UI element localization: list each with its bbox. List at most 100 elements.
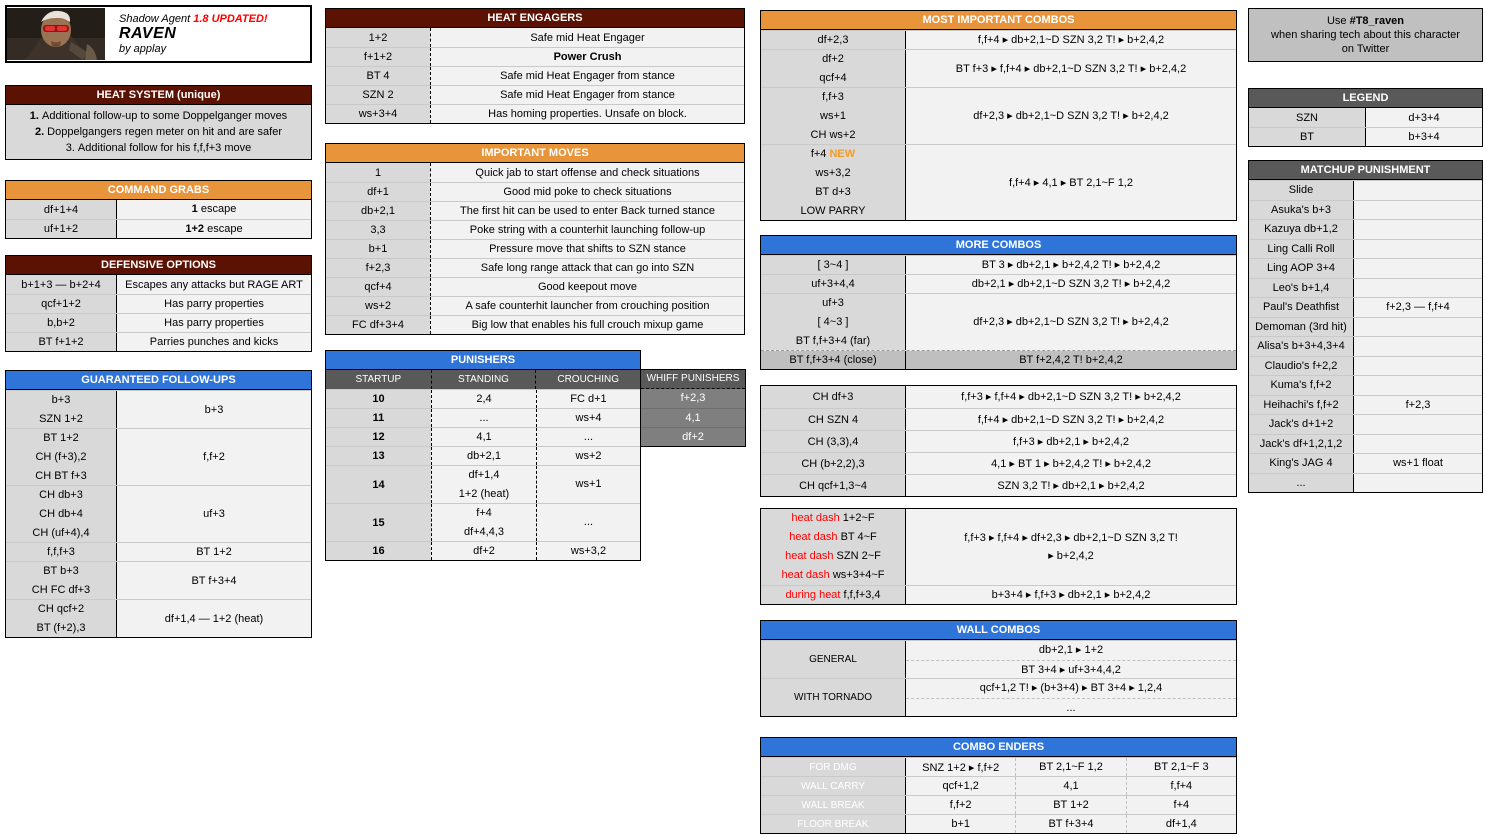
punisher-row: 11... ws+4 [326,408,640,427]
combo-ender-row: FOR DMG SNZ 1+2 ▸ f,f+2 BT 2,1~F 1,2 BT 2,1… [761,757,1236,776]
desc-text: SZN 3,2 T! ▸ db+2,1 ▸ b+2,4,2 [997,479,1145,492]
heat-system-line: 2. Doppelgangers regen meter on hit and a… [8,124,309,140]
character-header-panel: Shadow Agent 1.8 UPDATED! RAVEN by appla… [5,5,312,63]
punish-cell [1353,337,1482,356]
desc-text: Parries punches and kicks [149,336,279,348]
line-text: Additional follow-up to some Doppelgange… [41,110,288,122]
author-credit: by applay [119,43,167,55]
move-list-cell: uf+3+4,4 [761,275,905,293]
standing-cell: df+2 [431,542,536,560]
punisher-row: 13 db+2,1 ws+2 [326,446,640,465]
enemy-move-cell: Kuma's f,f+2 [1249,376,1353,395]
move-cell: CH qcf+2 [37,602,85,615]
punish-cell [1353,473,1482,492]
combo-group-row: CH db+3 CH db+4 CH (uf+4),4 uf+3 [6,485,311,542]
move-list-cell: CH db+3 CH db+4 CH (uf+4),4 [6,486,116,542]
desc-text: Power Crush [553,51,622,63]
punish-move: 1+2 (heat) [458,487,510,500]
desc-text: Pressure move that shifts to SZN stance [489,243,686,255]
matchup-row: Ling AOP 3+4 [1249,258,1482,278]
startup-cell: 13 [326,447,431,465]
move-cell: f,f+3 [822,90,844,103]
crouching-cell: ws+4 [536,409,640,427]
move-cell: CH FC df+3 [31,583,91,596]
move-cell: qcf+4 [819,71,847,84]
table-row: 1 Quick jab to start offense and check si… [326,163,744,182]
heat-prefix: during heat [785,588,844,601]
combo-group-row: BT f,f+3+4 (close) BT f+2,4,2 T! b+2,4,2 [761,350,1236,369]
desc-text: Good keepout move [537,281,638,293]
combo-line: ... [906,697,1236,717]
ender-move-cell: f,f+4 [1125,777,1236,795]
move-cell: BT 4 [326,67,430,85]
move-cell: [ 3~4 ] [817,258,849,271]
move-list-cell: b+3 SZN 1+2 [6,391,116,428]
table-row: b+1+3 — b+2+4 Escapes any attacks but RAG… [6,275,311,294]
ender-move-cell: f,f+2 [905,796,1016,814]
enemy-move-cell: Heihachi's f,f+2 [1249,395,1353,414]
move-list-cell: during heat f,f,f+3,4 [761,586,905,604]
table-row: f+2,3 Safe long range attack that can go … [326,258,744,277]
combo-line: f,f+3 ▸ f,f+4 ▸ df+2,3 ▸ db+2,1~D SZN 3,… [964,532,1178,544]
move-cell: heat dash 1+2~F [791,509,874,528]
punish-cell: f+2,3 [1353,395,1482,414]
table-row: BT f+1+2 Parries punches and kicks [6,332,311,351]
column-header: STANDING [430,370,536,389]
move-cell: f,f,f+3 [47,545,75,558]
crouching-cell: FC d+1 [536,390,640,408]
combo-group-row: [ 3~4 ] BT 3 ▸ db+2,1 ▸ b+2,4,2 T! ▸ b+2,… [761,255,1236,274]
table-row: SZN 2 Safe mid Heat Engager from stance [326,85,744,104]
move-cell: uf+3 [822,296,844,309]
twitter-hashtag: #T8_raven [1349,15,1405,27]
table-row: df+1+4 1 escape [6,200,311,219]
enemy-move-cell: King's JAG 4 [1249,454,1353,473]
combo-line: BT f+2,4,2 T! b+2,4,2 [1019,354,1123,366]
punish-cell [1353,259,1482,278]
desc-rest: escape [204,222,243,235]
combo-group-row: heat dash 1+2~F heat dash BT 4~F heat dash… [761,509,1236,585]
move-list-cell: f,f,f+3 [6,543,116,561]
combo-line: qcf+1,2 T! ▸ (b+3+4) ▸ BT 3+4 ▸ 1,2,4 [979,681,1163,694]
desc-cell: f,f+3 ▸ db+2,1 ▸ b+2,4,2 [905,431,1236,452]
table-row: CH SZN 4 f,f+4 ▸ db+2,1~D SZN 3,2 T! ▸ b+… [761,408,1236,430]
desc-rest: escape [197,203,237,215]
combo-group-row: f,f,f+3 BT 1+2 [6,542,311,561]
line-text: Additional follow for his f,f,f+3 move [77,142,252,154]
move-list-cell: [ 3~4 ] [761,256,905,274]
desc-text: f,f+3 ▸ db+2,1 ▸ b+2,4,2 [1013,435,1129,448]
ender-move-cell: BT f+3+4 [1015,815,1126,833]
combo-cell: BT 1+2 [116,543,311,561]
desc-bold: 1+2 [185,222,205,235]
desc-text: Big low that enables his full crouch mix… [471,319,704,331]
punish-move: df+2 [473,544,495,557]
punish-cell [1353,200,1482,219]
combo-group-row: b+3 SZN 1+2 b+3 [6,390,311,428]
move-list-cell: df+2,3 [761,31,905,49]
desc-text: Good mid poke to check situations [503,186,672,198]
move-list-cell: BT f,f+3+4 (close) [761,351,905,369]
heat-system-panel: HEAT SYSTEM (unique) 1. Additional follow… [5,85,312,160]
combo-cell: BT f+2,4,2 T! b+2,4,2 [905,351,1236,369]
enemy-move-cell: ... [1249,473,1353,492]
move-cell: SZN 2 [326,86,430,104]
wall-combo-row: WITH TORNADO qcf+1,2 T! ▸ (b+3+4) ▸ BT 3+… [761,678,1236,716]
move-cell: BT f+1+2 [6,333,116,351]
line-number: 2. [34,126,45,138]
legend-row: SZN d+3+4 [1249,108,1482,127]
stance-cell: BT [1249,128,1365,146]
combo-group-row: f+4 NEW ws+3,2 BT d+3 LOW PARRY f,f+4 ▸ 4,1 … [761,144,1236,220]
heat-engagers-panel: HEAT ENGAGERS 1+2 Safe mid Heat Engager f+1… [325,8,745,124]
ender-move-cell: b+1 [905,815,1016,833]
combo-group-row: BT 1+2 CH (f+3),2 CH BT f+3 f,f+2 [6,428,311,485]
combo-ender-row: WALL CARRY qcf+1,2 4,1 f,f+4 [761,776,1236,795]
startup-cell: 16 [326,542,431,560]
combo-line: BT 1+2 [196,546,232,558]
enemy-move-cell: Alisa's b+3+4,3+4 [1249,337,1353,356]
enemy-move-cell: Ling Calli Roll [1249,239,1353,258]
move-cell: [ 4~3 ] [817,315,849,328]
combo-enders-panel: COMBO ENDERS FOR DMG SNZ 1+2 ▸ f,f+2 BT 2,1… [760,737,1237,834]
matchup-row: ... [1249,472,1482,492]
combo-cell: df+2,3 ▸ db+2,1~D SZN 3,2 T! ▸ b+2,4,2 [905,88,1236,144]
table-row: ws+2 A safe counterhit launcher from crou… [326,296,744,315]
panel-title: GUARANTEED FOLLOW-UPS [6,371,311,390]
